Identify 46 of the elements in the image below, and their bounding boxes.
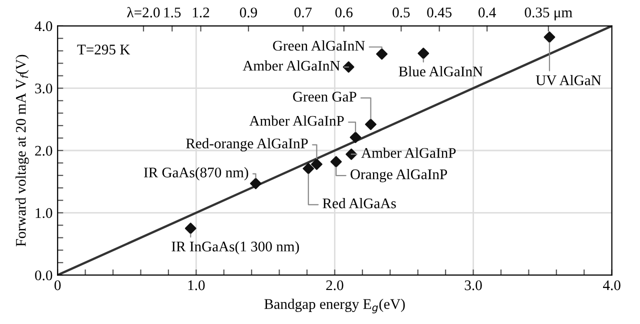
text: 0.9: [240, 8, 257, 18]
x-axis-title: Bandgap energy E$_{g}$(eV): [264, 298, 405, 314]
annotation: IR GaAs(870 nm): [144, 167, 248, 180]
text: 0.7: [294, 8, 312, 18]
x-tick-label: 0: [54, 280, 61, 290]
annotation: Green GaP: [293, 92, 356, 102]
text: 1.2: [192, 8, 210, 18]
x-tick-label: 1.0: [188, 280, 205, 290]
text: λ=2.0: [127, 6, 160, 18]
annotation: IR InGaAs(1 300 nm): [172, 241, 299, 254]
point: [342, 61, 354, 73]
annotation: T=295 K: [77, 44, 130, 54]
text: 0.4: [478, 8, 496, 18]
y-tick-label: 3.0: [35, 84, 52, 94]
point: [544, 31, 556, 43]
y-axis-title: Forward voltage at 20 mA V$_{f}$(V): [16, 54, 29, 246]
point: [330, 156, 342, 168]
point: [365, 118, 376, 130]
annotation: Amber AlGaInP: [249, 116, 344, 126]
text: 0.45: [427, 8, 452, 18]
point: [418, 48, 430, 60]
x-tick-label: 2.0: [326, 280, 344, 290]
text: 0.35 μm: [524, 8, 572, 20]
point: [350, 132, 362, 144]
point: [311, 158, 322, 170]
y-tick-label: 2.0: [35, 146, 52, 156]
annotation: Blue AlGaInN: [398, 66, 483, 76]
y-tick-label: 1.0: [36, 208, 52, 218]
y-tick-label: 0.0: [35, 270, 52, 280]
text: 0.5: [392, 8, 410, 18]
annotation: Amber AlGaInN: [242, 60, 340, 71]
point: [184, 222, 196, 234]
point: [250, 178, 262, 190]
annotation: Red AlGaAs: [322, 198, 396, 208]
annotation: Orange AlGaInP: [350, 168, 448, 182]
text: 0.6: [335, 8, 353, 18]
text: 1.5: [164, 8, 181, 18]
annotation: Amber AlGaInP: [361, 148, 456, 158]
x-tick-label: 4.0: [603, 280, 620, 290]
x-tick-label: 3.0: [464, 280, 482, 290]
annotation: Red-orange AlGaInP: [186, 138, 308, 152]
point: [302, 162, 314, 174]
annotation: Green AlGaInN: [273, 40, 365, 51]
y-tick-label: 4.0: [34, 21, 52, 32]
annotation: UV AlGaN: [536, 74, 602, 86]
point: [376, 48, 388, 60]
